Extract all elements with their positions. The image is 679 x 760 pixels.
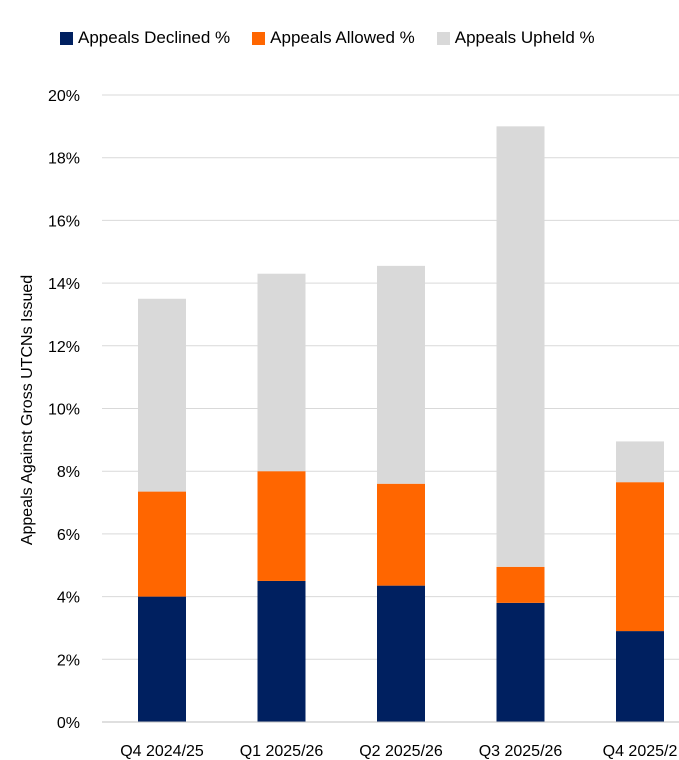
x-tick-label: Q3 2025/26 <box>479 743 563 760</box>
x-tick-label: Q2 2025/26 <box>359 743 443 760</box>
chart-legend: Appeals Declined % Appeals Allowed % App… <box>60 28 595 48</box>
bar-segment <box>377 265 425 484</box>
bar-segment <box>616 482 664 632</box>
legend-swatch-allowed <box>252 31 266 45</box>
y-tick-label: 20% <box>48 88 80 105</box>
bar-segment <box>377 585 425 722</box>
y-tick-label: 16% <box>48 213 80 230</box>
bar-segment <box>377 483 425 586</box>
legend-swatch-declined <box>60 31 73 45</box>
bar-segment <box>138 491 186 597</box>
y-tick-label: 10% <box>48 402 80 419</box>
bar-segment <box>496 566 545 603</box>
bar-segment <box>257 471 306 581</box>
legend-label-allowed: Appeals Allowed % <box>270 28 415 47</box>
bar-segment <box>257 273 306 472</box>
legend-label-declined: Appeals Declined % <box>78 28 231 47</box>
bar-segment <box>496 126 545 567</box>
legend-item-allowed: Appeals Allowed % <box>252 28 415 48</box>
x-tick-label: Q4 2024/25 <box>120 743 204 760</box>
y-tick-label: 0% <box>57 715 80 732</box>
y-tick-label: 4% <box>57 590 80 607</box>
legend-item-declined: Appeals Declined % <box>60 28 230 48</box>
y-tick-label: 2% <box>57 652 80 669</box>
bar-segment <box>138 596 186 722</box>
y-tick-label: 18% <box>48 151 80 168</box>
y-tick-label: 12% <box>48 339 80 356</box>
legend-label-upheld: Appeals Upheld % <box>454 28 595 47</box>
legend-swatch-upheld <box>436 31 450 45</box>
y-tick-label: 8% <box>57 464 80 481</box>
bar-segment <box>616 631 664 722</box>
bar-segment <box>616 441 664 483</box>
bar-segment <box>257 580 306 722</box>
bar-segment <box>138 298 186 492</box>
bar-segment <box>496 602 545 722</box>
y-tick-label: 14% <box>48 276 80 293</box>
y-tick-label: 6% <box>57 527 80 544</box>
x-tick-label: Q1 2025/26 <box>240 743 324 760</box>
x-tick-label: Q4 2025/2 <box>603 743 678 760</box>
legend-item-upheld: Appeals Upheld % <box>436 28 595 48</box>
